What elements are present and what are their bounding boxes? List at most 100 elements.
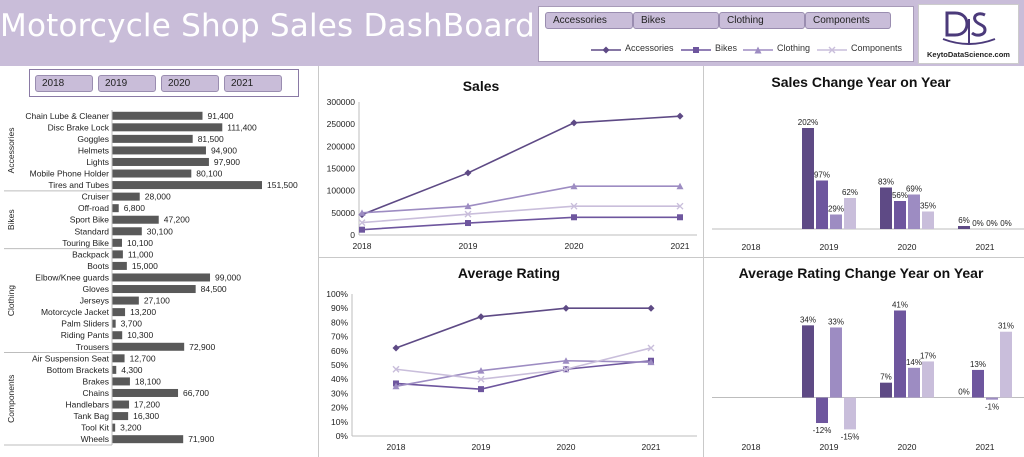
product-label-elbow-knee-guards: Elbow/Knee guards <box>35 272 109 282</box>
data-label-accessories-2020: 83% <box>878 178 894 187</box>
product-value-standard: 30,100 <box>147 226 173 236</box>
point-clothing-2019 <box>477 367 485 374</box>
product-bar-lights <box>112 157 209 166</box>
chart-title: Average Rating Change Year on Year <box>739 265 984 281</box>
data-label-clothing-2020: 69% <box>906 185 922 194</box>
product-label-air-suspension-seat: Air Suspension Seat <box>32 353 110 363</box>
product-bar-jerseys <box>112 296 139 305</box>
sales-yoy-bar-chart: Sales Change Year on Year 2018 2019 202% 97%… <box>712 74 1024 252</box>
chart-title: Sales <box>463 78 500 94</box>
data-label-components-2020: 35% <box>920 202 936 211</box>
x-tick-label: 2020 <box>557 442 576 452</box>
point-accessories-2021 <box>676 112 684 120</box>
product-label-sport-bike: Sport Bike <box>70 215 109 225</box>
bar-accessories-2020 <box>880 187 892 229</box>
dashboard-title: Motorcycle Shop Sales DashBoard <box>0 8 536 44</box>
series-line-components <box>395 347 652 381</box>
series-line-bikes <box>361 216 680 231</box>
product-value-sport-bike: 47,200 <box>164 215 190 225</box>
product-value-tank-bag: 16,300 <box>133 411 159 421</box>
product-bar-motorcycle-jacket <box>112 308 126 317</box>
data-label-accessories-2019: 34% <box>800 315 816 324</box>
data-label-bikes-2021: 13% <box>970 360 986 369</box>
point-clothing-2018 <box>358 209 366 216</box>
x-tick-label: 2021 <box>642 442 661 452</box>
y-tick-label: 50000 <box>331 208 355 218</box>
product-value-gloves: 84,500 <box>201 284 227 294</box>
product-label-riding-pants: Riding Pants <box>61 330 109 340</box>
series-line-accessories <box>361 115 681 216</box>
data-label-bikes-2020: 56% <box>892 191 908 200</box>
series-line-accessories <box>395 307 651 349</box>
product-label-tool-kit: Tool Kit <box>81 423 110 433</box>
product-label-helmets: Helmets <box>78 145 109 155</box>
x-tick-label: 2019 <box>820 242 839 252</box>
product-label-chain-lube-cleaner: Chain Lube & Cleaner <box>25 111 109 121</box>
bar-components-2019 <box>844 397 856 430</box>
product-bar-gloves <box>112 285 196 294</box>
data-label-clothing-2019: 33% <box>828 317 844 326</box>
group-label-bikes: Bikes <box>6 209 16 230</box>
x-tick-label: 2019 <box>459 241 478 251</box>
slicer-2021-button[interactable]: 2021 <box>224 75 282 92</box>
product-bar-tires-and-tubes <box>112 181 262 190</box>
product-value-motorcycle-jacket: 13,200 <box>130 307 156 317</box>
header-bar: Motorcycle Shop Sales DashBoard Accessor… <box>0 0 1024 66</box>
product-bar-bottom-brackets <box>112 365 117 374</box>
slicer-components-button[interactable]: Components <box>805 12 891 29</box>
product-value-mobile-phone-holder: 80,100 <box>196 169 222 179</box>
product-value-touring-bike: 10,100 <box>127 238 153 248</box>
product-label-goggles: Goggles <box>77 134 109 144</box>
product-value-brakes: 18,100 <box>135 376 161 386</box>
data-label-bikes-2020: 41% <box>892 300 908 309</box>
product-label-motorcycle-jacket: Motorcycle Jacket <box>41 307 110 317</box>
product-value-riding-pants: 10,300 <box>127 330 153 340</box>
product-bar-helmets <box>112 146 206 155</box>
chart-title: Sales Change Year on Year <box>771 74 951 90</box>
data-label-bikes-2019: -12% <box>813 426 832 435</box>
data-label-components-2019: -15% <box>841 432 860 441</box>
slicer-bikes-button[interactable]: Bikes <box>633 12 719 29</box>
product-value-chains: 66,700 <box>183 388 209 398</box>
product-value-chain-lube-cleaner: 91,400 <box>207 111 233 121</box>
data-label-accessories-2020: 7% <box>880 373 892 382</box>
sales-line-chart: Sales 0 50000 100000 150000 200000 250000 30000… <box>327 78 697 251</box>
product-bar-elbow-knee-guards <box>112 273 211 282</box>
point-bikes-2019 <box>465 220 471 227</box>
point-bikes-2020 <box>571 214 577 221</box>
point-clothing-2020 <box>562 357 570 364</box>
slicer-clothing-button[interactable]: Clothing <box>719 12 805 29</box>
point-clothing-2021 <box>676 182 684 190</box>
data-label-components-2021: 31% <box>998 322 1014 331</box>
slicer-accessories-button[interactable]: Accessories <box>545 12 633 29</box>
x-tick-label: 2021 <box>976 442 995 452</box>
y-tick-label: 30% <box>331 388 348 398</box>
product-bar-boots <box>112 261 127 270</box>
point-components-2018 <box>392 365 400 373</box>
product-bar-handlebars <box>112 400 130 409</box>
point-accessories-2020 <box>570 119 578 127</box>
slicer-2019-button[interactable]: 2019 <box>98 75 156 92</box>
product-value-wheels: 71,900 <box>188 434 214 444</box>
slicer-2018-button[interactable]: 2018 <box>35 75 93 92</box>
product-value-cruiser: 28,000 <box>145 192 171 202</box>
product-bar-off-road <box>112 204 119 213</box>
y-tick-label: 20% <box>331 403 348 413</box>
bar-clothing-2019 <box>830 214 842 229</box>
data-label-bikes-2019: 97% <box>814 171 830 180</box>
bar-clothing-2020 <box>908 367 920 398</box>
year-slicer: 2018 2019 2020 2021 <box>29 69 299 97</box>
bar-clothing-2020 <box>908 194 920 229</box>
slicer-2020-button[interactable]: 2020 <box>161 75 219 92</box>
bar-components-2021 <box>1000 331 1012 398</box>
point-components-2019 <box>477 375 485 383</box>
product-value-backpack: 11,000 <box>128 249 154 259</box>
product-bar-mobile-phone-holder <box>112 169 192 178</box>
point-clothing-2019 <box>464 202 472 210</box>
product-bar-touring-bike <box>112 238 122 247</box>
point-bikes-2021 <box>677 214 683 221</box>
product-label-brakes: Brakes <box>83 376 109 386</box>
product-bar-palm-sliders <box>112 319 116 328</box>
product-label-mobile-phone-holder: Mobile Phone Holder <box>30 169 110 179</box>
product-value-air-suspension-seat: 12,700 <box>130 353 156 363</box>
